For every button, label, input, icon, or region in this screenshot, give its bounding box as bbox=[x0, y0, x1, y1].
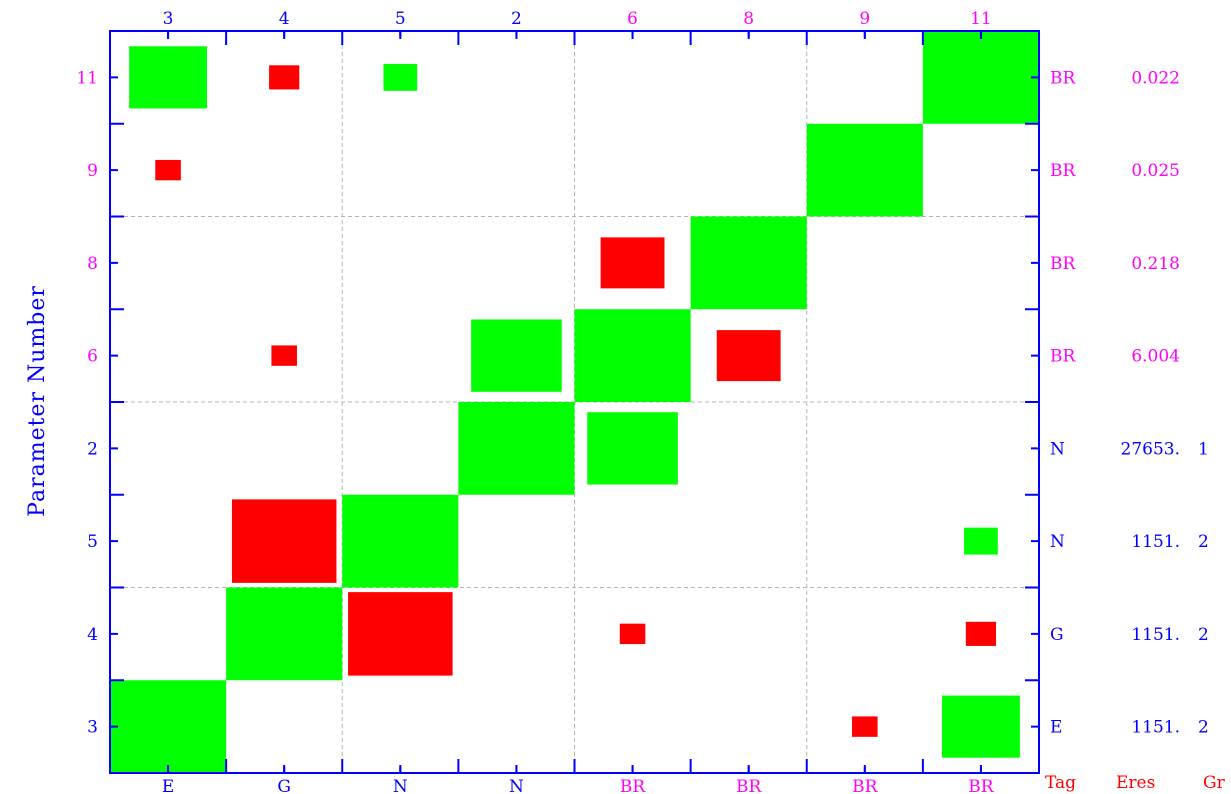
row-eres-value: 0.022 bbox=[1131, 68, 1180, 88]
cell-negative bbox=[269, 65, 300, 90]
cell-negative bbox=[348, 592, 453, 676]
footer-group-label: Gr bbox=[1203, 773, 1226, 793]
cell-positive bbox=[587, 412, 678, 485]
y-param-label: 4 bbox=[87, 625, 98, 645]
row-tag-label: BR bbox=[1050, 68, 1076, 88]
cell-positive bbox=[226, 587, 343, 681]
cell-positive bbox=[574, 309, 691, 402]
row-group-value: 1 bbox=[1198, 439, 1209, 459]
cell-positive bbox=[690, 216, 807, 310]
row-eres-value: 0.025 bbox=[1131, 161, 1180, 181]
y-param-label: 8 bbox=[87, 254, 98, 274]
axis-ticks bbox=[109, 30, 1040, 774]
row-eres-value: 27653. bbox=[1121, 439, 1180, 459]
cell-negative bbox=[155, 159, 181, 181]
row-eres-value: 1151. bbox=[1131, 718, 1180, 738]
cell-positive bbox=[458, 402, 575, 495]
x-tag-label: N bbox=[509, 777, 524, 794]
footer-tag-label: Tag bbox=[1045, 773, 1076, 793]
row-tag-label: N bbox=[1050, 439, 1065, 459]
row-eres-value: 1151. bbox=[1131, 532, 1180, 552]
x-param-label: 9 bbox=[859, 9, 870, 29]
x-param-label: 2 bbox=[511, 9, 522, 29]
x-tag-label: BR bbox=[620, 777, 646, 794]
x-param-label: 11 bbox=[970, 9, 992, 29]
y-param-label: 2 bbox=[87, 439, 98, 459]
row-eres-value: 1151. bbox=[1131, 625, 1180, 645]
y-axis-title: Parameter Number bbox=[25, 285, 50, 517]
row-tag-label: BR bbox=[1050, 254, 1076, 274]
cell-positive bbox=[964, 527, 998, 555]
cell-positive bbox=[471, 319, 562, 392]
x-param-label: 6 bbox=[627, 9, 638, 29]
cell-positive bbox=[110, 680, 227, 773]
x-tag-label: G bbox=[277, 777, 291, 794]
correlation-cells bbox=[110, 31, 1039, 773]
cell-positive bbox=[922, 31, 1039, 124]
cell-positive bbox=[383, 63, 418, 91]
row-group-value: 2 bbox=[1198, 718, 1209, 738]
x-param-label: 5 bbox=[395, 9, 406, 29]
y-param-label: 5 bbox=[87, 532, 98, 552]
cell-negative bbox=[600, 237, 665, 289]
cell-positive bbox=[942, 695, 1020, 758]
y-param-label: 6 bbox=[87, 347, 98, 367]
x-param-label: 8 bbox=[743, 9, 754, 29]
row-eres-value: 0.218 bbox=[1131, 254, 1180, 274]
x-tag-label: BR bbox=[852, 777, 878, 794]
cell-positive bbox=[342, 494, 459, 588]
cell-negative bbox=[231, 499, 337, 583]
cell-negative bbox=[852, 716, 878, 737]
x-tag-label: BR bbox=[968, 777, 994, 794]
row-group-value: 2 bbox=[1198, 625, 1209, 645]
x-param-label: 4 bbox=[279, 9, 290, 29]
y-param-label: 11 bbox=[76, 68, 98, 88]
y-param-label: 3 bbox=[87, 718, 98, 738]
row-tag-label: BR bbox=[1050, 347, 1076, 367]
x-tag-label: N bbox=[393, 777, 408, 794]
cell-negative bbox=[716, 330, 781, 382]
row-tag-label: BR bbox=[1050, 161, 1076, 181]
row-group-value: 2 bbox=[1198, 532, 1209, 552]
x-tag-label: E bbox=[162, 777, 174, 794]
row-tag-label: N bbox=[1050, 532, 1065, 552]
row-tag-label: E bbox=[1050, 718, 1062, 738]
row-eres-value: 6.004 bbox=[1131, 347, 1180, 367]
cell-negative bbox=[271, 345, 297, 366]
cell-positive bbox=[806, 123, 923, 217]
cell-negative bbox=[619, 623, 646, 645]
footer-eres-label: Eres bbox=[1116, 773, 1155, 793]
row-tag-label: G bbox=[1050, 625, 1064, 645]
y-param-label: 9 bbox=[87, 161, 98, 181]
x-param-label: 3 bbox=[163, 9, 174, 29]
x-tag-label: BR bbox=[736, 777, 762, 794]
cell-positive bbox=[129, 46, 207, 109]
cell-negative bbox=[965, 621, 997, 646]
